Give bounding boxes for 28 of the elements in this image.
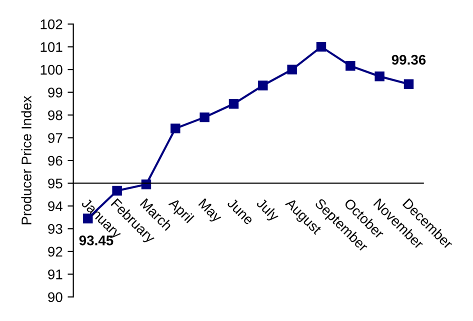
point	[287, 64, 297, 74]
y-tick-label: 97	[48, 133, 62, 143]
point	[170, 124, 180, 134]
y-tick-label: 90	[48, 292, 62, 302]
point	[316, 42, 326, 52]
point	[374, 72, 384, 82]
y-tick-label: 95	[48, 178, 62, 188]
y-tick-label: 94	[48, 201, 62, 212]
y-tick-label: 100	[40, 64, 62, 75]
point	[346, 61, 356, 71]
y-tick-label: 92	[48, 246, 62, 257]
data-label: 99.36	[392, 54, 426, 65]
point	[200, 112, 210, 122]
y-tick-label: 91	[48, 270, 62, 280]
y-axis-title: Producer Price Index	[21, 96, 32, 224]
y-tick-label: 93	[48, 224, 62, 234]
x-tick-label: July	[254, 197, 280, 224]
y-tick-label: 99	[48, 88, 62, 98]
point	[228, 99, 239, 109]
point	[404, 79, 414, 89]
y-tick-label: 102	[40, 19, 62, 30]
point	[258, 80, 268, 90]
y-tick-label: 98	[48, 110, 62, 120]
point	[112, 186, 122, 196]
y-tick-label: 101	[40, 42, 62, 52]
x-tick-label: May	[196, 198, 223, 225]
data-label: 93.45	[79, 236, 114, 246]
y-tick-label: 96	[48, 156, 62, 166]
